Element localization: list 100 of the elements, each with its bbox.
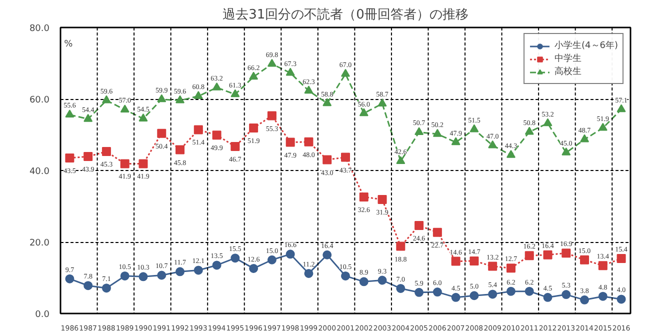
point — [212, 260, 222, 270]
point — [322, 250, 332, 260]
point — [396, 242, 406, 251]
point — [598, 292, 608, 301]
point — [506, 264, 516, 273]
point — [616, 104, 626, 112]
point — [359, 277, 368, 286]
point — [267, 111, 276, 120]
point — [432, 128, 442, 137]
point — [414, 127, 424, 136]
point — [304, 137, 314, 146]
point — [138, 159, 148, 168]
point — [194, 266, 203, 275]
point — [65, 153, 74, 162]
point — [304, 86, 314, 94]
point — [598, 122, 608, 131]
point — [470, 256, 479, 266]
point — [212, 130, 222, 140]
point — [249, 264, 258, 273]
point — [341, 271, 350, 280]
point — [506, 150, 516, 158]
point — [598, 261, 608, 270]
point — [84, 281, 93, 290]
point — [451, 256, 460, 266]
point — [194, 91, 203, 99]
point — [176, 95, 185, 104]
point — [359, 192, 368, 202]
point — [65, 110, 74, 118]
point — [396, 156, 406, 164]
point — [176, 267, 185, 276]
point — [524, 126, 534, 135]
point — [562, 148, 571, 156]
point — [65, 274, 74, 284]
point — [432, 288, 442, 297]
point — [341, 152, 350, 162]
point — [562, 248, 571, 258]
chart-title: 過去31回分の不読者（0冊回答者）の推移 — [222, 8, 468, 22]
point — [84, 152, 93, 162]
point — [102, 147, 111, 156]
point — [120, 271, 130, 280]
point — [138, 272, 148, 282]
point — [322, 98, 332, 106]
point — [580, 134, 590, 142]
point — [230, 89, 240, 98]
point — [470, 124, 479, 132]
point — [616, 254, 626, 263]
point — [543, 292, 552, 302]
point — [543, 250, 552, 260]
point — [524, 286, 534, 296]
point — [616, 294, 626, 304]
y-tick-label: 80.0 — [29, 24, 50, 34]
point — [543, 118, 552, 126]
point — [451, 292, 460, 302]
point — [580, 295, 590, 304]
point — [212, 82, 222, 90]
point — [488, 262, 498, 271]
legend-label: 高校生 — [554, 66, 582, 78]
point — [267, 255, 276, 264]
point — [451, 137, 460, 146]
point — [120, 104, 130, 113]
point — [304, 268, 314, 278]
point — [194, 125, 203, 134]
point — [286, 138, 295, 147]
point — [580, 255, 590, 264]
point — [322, 155, 332, 164]
y-axis-title: % — [64, 40, 74, 50]
legend-label: 中学生 — [554, 52, 582, 65]
point — [396, 284, 406, 293]
point — [230, 254, 240, 263]
y-tick-label: 20.0 — [29, 238, 50, 248]
y-tick-label: 60.0 — [29, 96, 50, 106]
point — [102, 95, 111, 104]
point — [286, 250, 295, 259]
point — [414, 288, 424, 297]
point — [506, 286, 516, 296]
point — [359, 108, 368, 116]
point — [230, 142, 240, 152]
point — [157, 270, 166, 280]
point — [120, 159, 130, 168]
point — [414, 221, 424, 230]
point — [378, 98, 387, 106]
point — [378, 194, 387, 204]
point — [488, 290, 498, 299]
point — [102, 284, 111, 293]
y-tick-label: 0.0 — [35, 310, 50, 320]
point — [249, 123, 258, 132]
y-tick-label: 40.0 — [29, 167, 50, 177]
point — [524, 251, 534, 260]
point — [562, 290, 571, 300]
point — [249, 72, 258, 80]
point — [341, 68, 350, 77]
point — [470, 291, 479, 300]
point — [138, 114, 148, 122]
point — [267, 58, 276, 67]
point — [488, 140, 498, 148]
point — [378, 276, 387, 285]
point — [176, 145, 185, 154]
point — [157, 128, 166, 138]
point — [84, 114, 93, 122]
point — [432, 228, 442, 237]
